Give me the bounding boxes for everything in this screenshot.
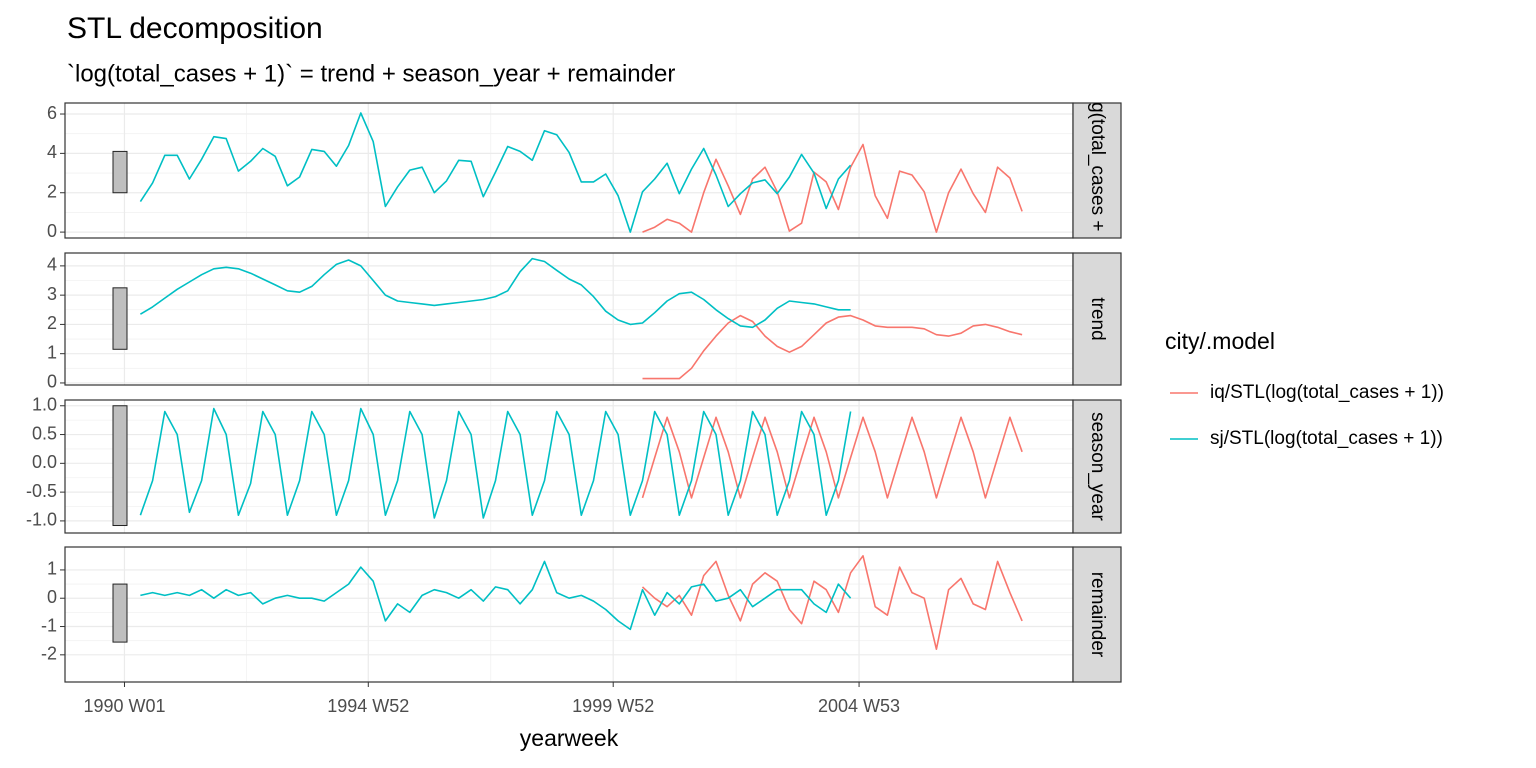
y-tick-label: 0: [47, 372, 57, 392]
y-tick-label: -1.0: [26, 510, 57, 530]
y-tick-label: -1: [41, 615, 57, 635]
scale-bar: [112, 150, 128, 194]
strip-label: trend: [1087, 297, 1108, 340]
chart-subtitle: `log(total_cases + 1)` = trend + season_…: [67, 60, 675, 87]
y-tick-label: 3: [47, 284, 57, 304]
series-line: [642, 314, 1023, 380]
series-line: [140, 560, 852, 631]
series-line: [641, 416, 1023, 499]
strip-text-group: log(total_cases + 1): [1087, 87, 1108, 253]
y-tick-label: 6: [47, 103, 57, 123]
panel: 0 2 4 6 log(total_cases + 1): [47, 87, 1122, 253]
y-tick-label: -0.5: [26, 481, 57, 501]
series-line: [139, 407, 852, 519]
panel: -2 -1 0 1 remainder 1990 W01 1994 W52 1999 W52 2…: [41, 546, 1122, 751]
series-line: [139, 257, 851, 329]
panel: -1.0 -0.5 0.0 0.5 1.0 season_year: [26, 395, 1122, 534]
strip: [1072, 546, 1122, 683]
panel: 0 1 2 3 4 trend: [47, 252, 1122, 392]
y-tick-label: -2: [41, 644, 57, 664]
y-tick-label: 2: [47, 313, 57, 333]
panel-background: [65, 547, 1073, 682]
y-tick-label: 1: [47, 342, 57, 362]
y-tick-label: 0.5: [32, 423, 57, 443]
strip: [1072, 102, 1122, 239]
x-tick-label: 1994 W52: [327, 696, 409, 716]
y-tick-label: 4: [47, 255, 57, 275]
scale-bar: [112, 405, 128, 527]
panel-background: [65, 103, 1073, 238]
panel-background: [65, 400, 1073, 533]
panel-background: [65, 253, 1073, 385]
legend-title: city/.model: [1165, 328, 1275, 354]
y-tick-label: 1: [47, 559, 57, 579]
y-tick-label: 0.0: [32, 452, 57, 472]
scale-bar: [112, 583, 128, 643]
strip-text-group: season_year: [1087, 412, 1108, 521]
strip-label: season_year: [1087, 412, 1108, 521]
series-line: [139, 112, 852, 233]
x-tick-label: 1990 W01: [83, 696, 165, 716]
strip-text-group: remainder: [1087, 572, 1108, 658]
legend-label: sj/STL(log(total_cases + 1)): [1210, 428, 1443, 449]
y-tick-label: 0: [47, 221, 57, 241]
chart-title: STL decomposition: [67, 12, 323, 45]
scale-bar: [112, 287, 128, 350]
y-tick-label: 4: [47, 142, 57, 162]
strip: [1072, 252, 1122, 386]
strip: [1072, 399, 1122, 534]
strip-label: log(total_cases + 1): [1087, 87, 1108, 253]
y-tick-label: 2: [47, 181, 57, 201]
x-axis-title: yearweek: [520, 725, 619, 751]
strip-label: remainder: [1087, 572, 1108, 658]
y-tick-label: 0: [47, 587, 57, 607]
legend-label: iq/STL(log(total_cases + 1)): [1210, 382, 1444, 403]
series-line: [641, 555, 1023, 650]
x-tick-label: 2004 W53: [818, 696, 900, 716]
strip-text-group: trend: [1087, 297, 1108, 340]
x-tick-label: 1999 W52: [572, 696, 654, 716]
y-tick-label: 1.0: [32, 395, 57, 415]
